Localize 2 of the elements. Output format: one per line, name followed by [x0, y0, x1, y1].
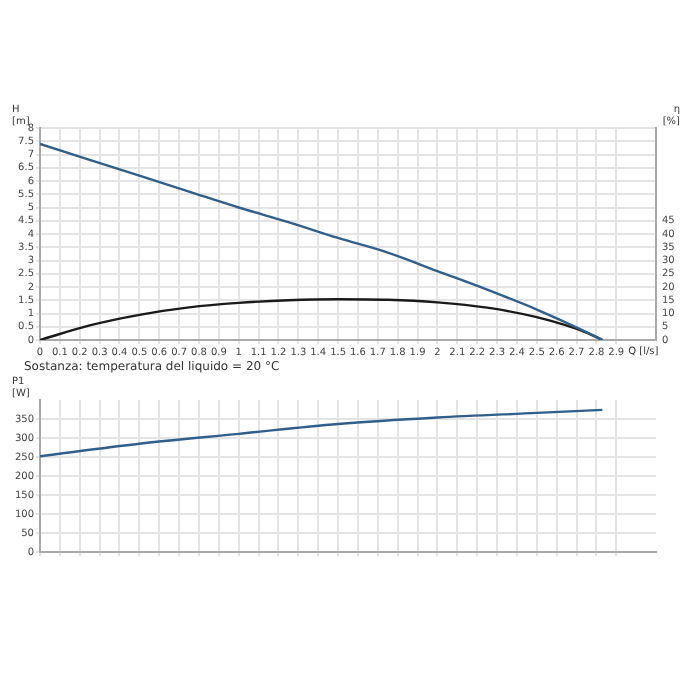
- line-series: [40, 142, 604, 340]
- line-series: [40, 408, 604, 458]
